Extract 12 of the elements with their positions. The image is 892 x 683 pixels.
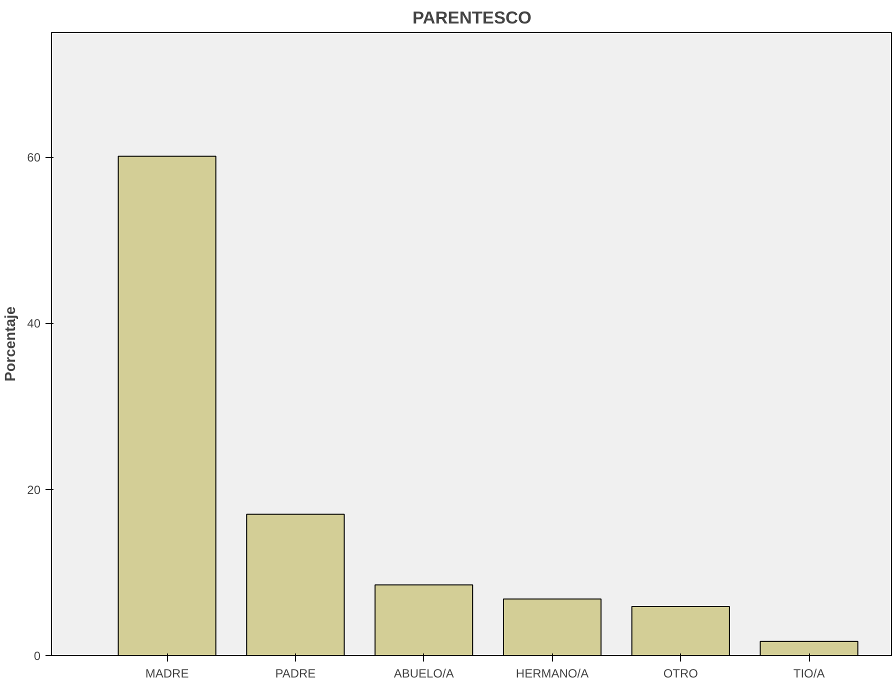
x-tick-label: HERMANO/A (516, 666, 589, 680)
y-tick-label: 0 (34, 649, 41, 663)
y-axis-title: Porcentaje (3, 306, 20, 382)
chart-title: PARENTESCO (412, 8, 532, 28)
x-tick-label: PADRE (275, 666, 316, 680)
x-tick-label: TIO/A (793, 666, 825, 680)
x-tick-label: MADRE (145, 666, 189, 680)
y-tick-label: 40 (27, 316, 41, 331)
y-tick-label: 20 (27, 482, 41, 497)
x-tick-label: OTRO (663, 666, 698, 680)
y-tick-label: 60 (27, 150, 41, 165)
x-tick-label: ABUELO/A (394, 666, 454, 680)
